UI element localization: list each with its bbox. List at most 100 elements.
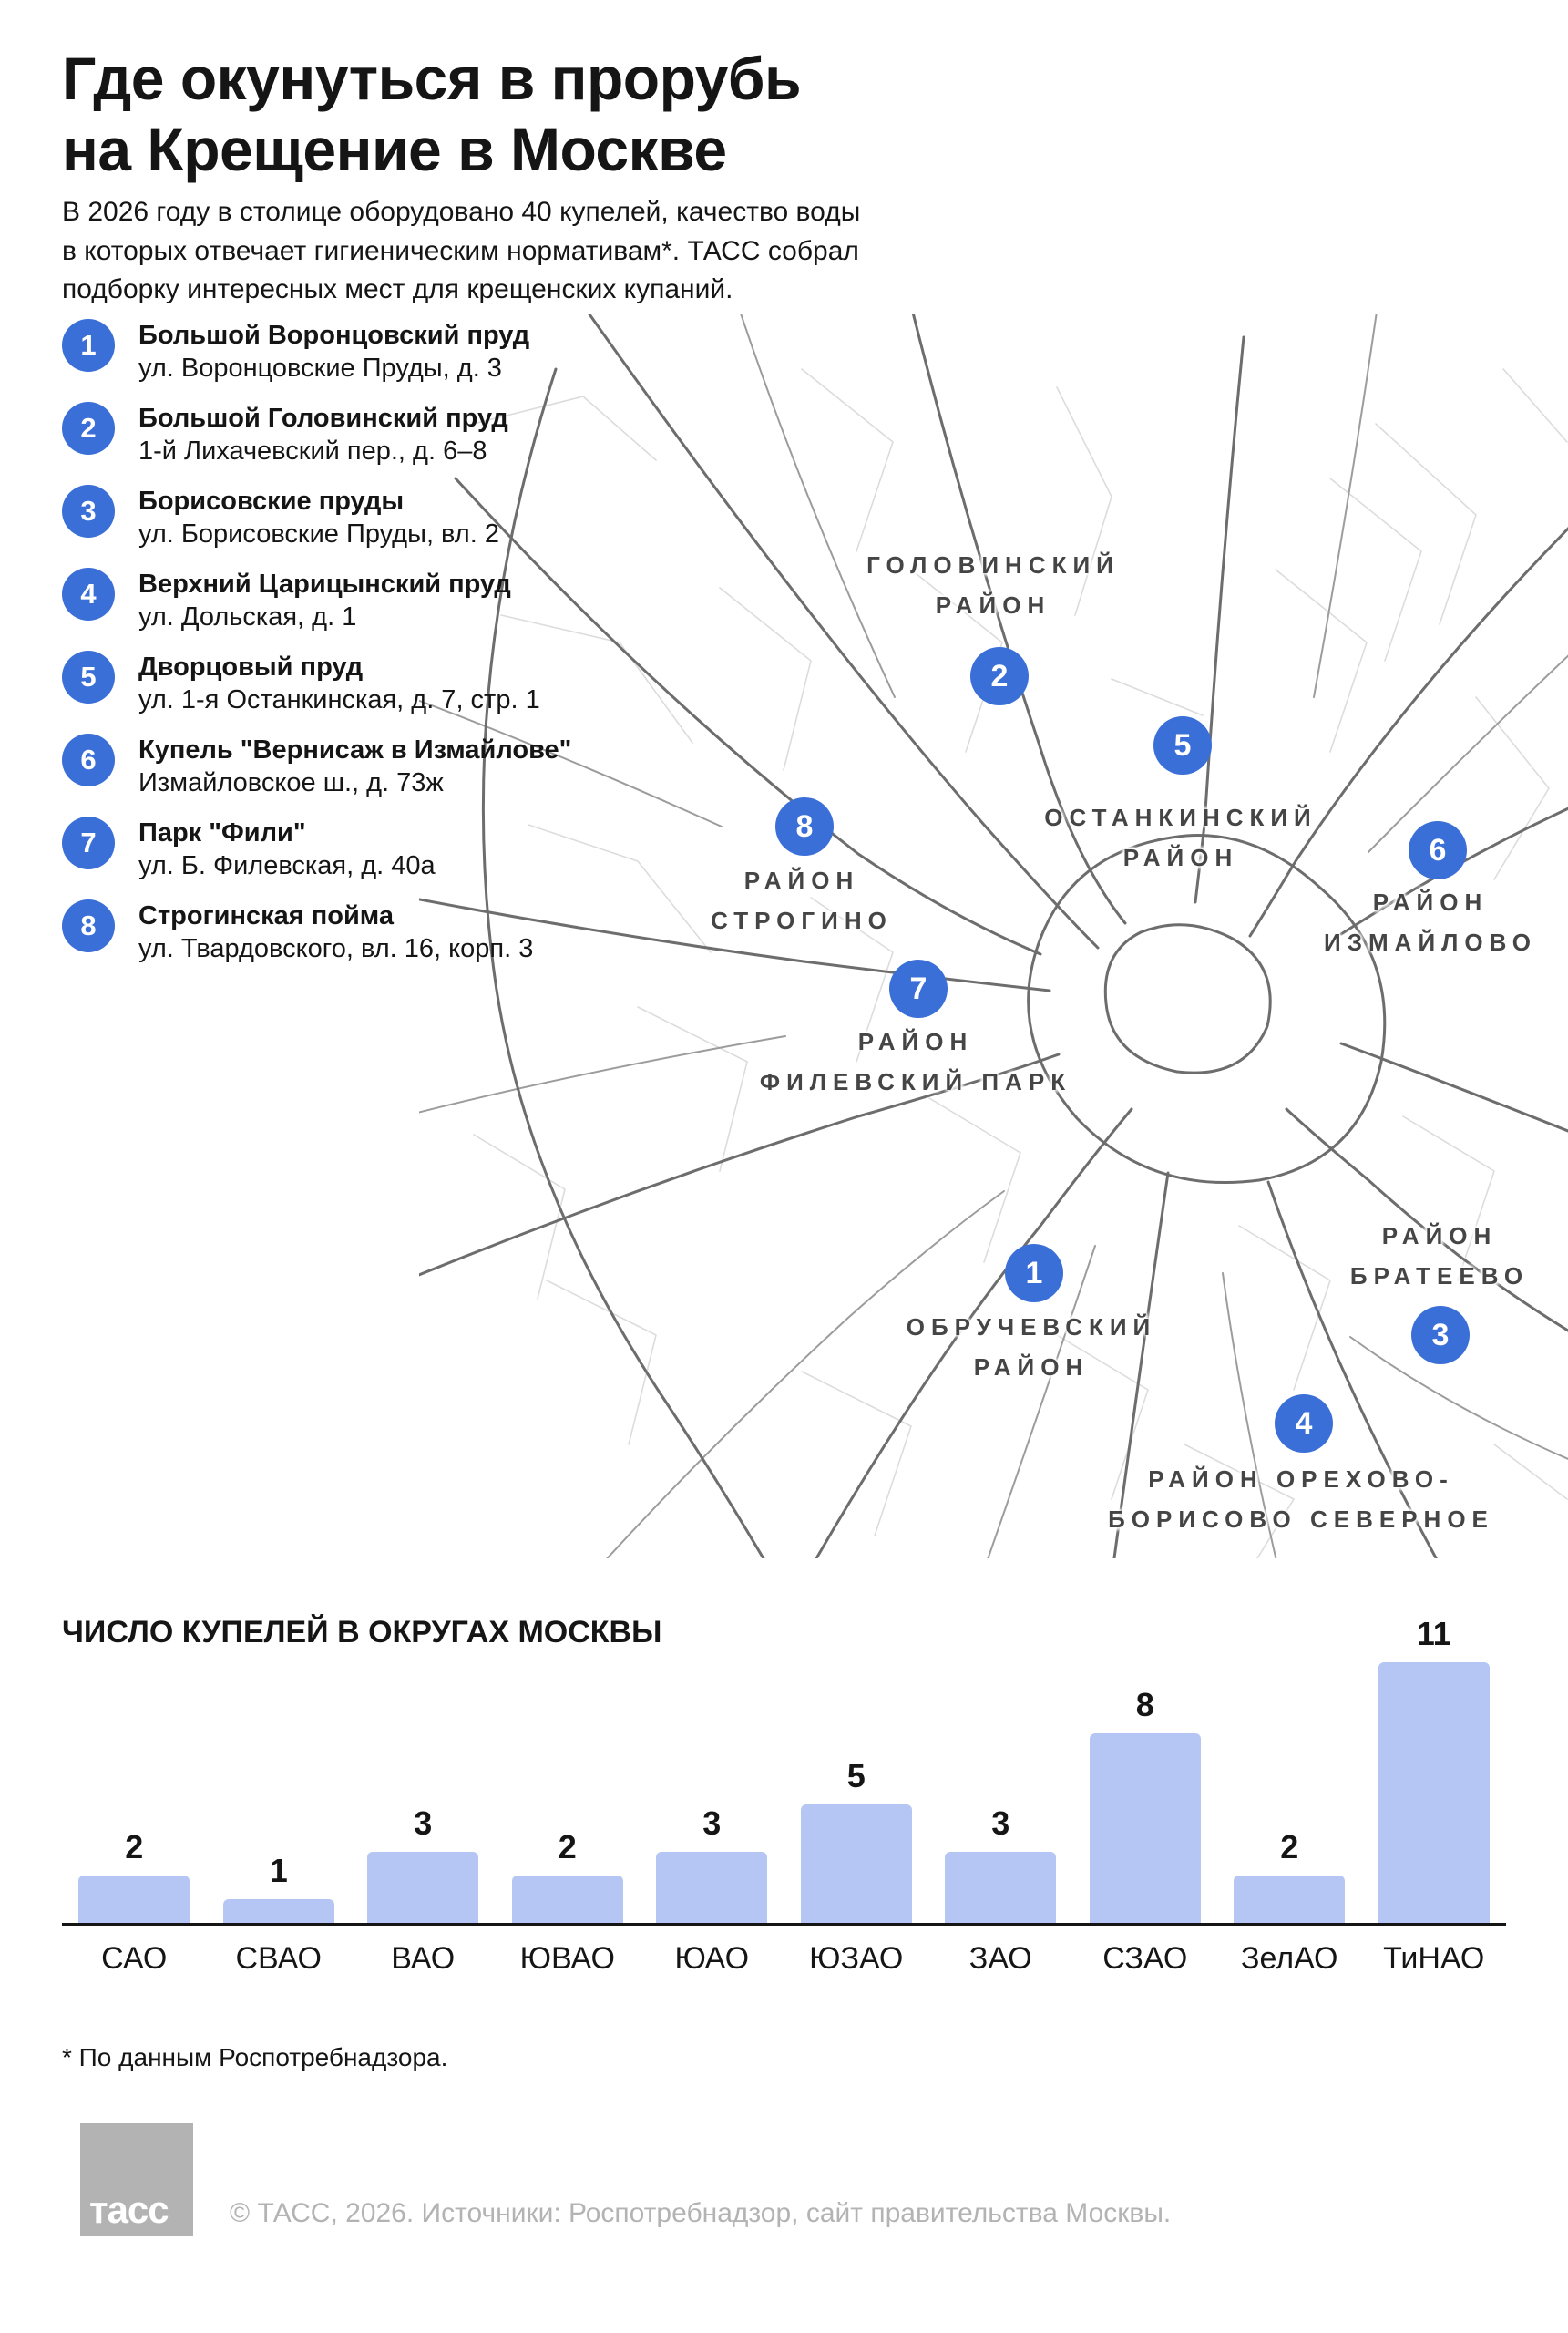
category-label: ЮАО [674,1941,750,1976]
district-label-line: ИЗМАЙЛОВО [1324,929,1537,956]
chart-bar-slot: 3 [351,1804,496,1923]
location-address: ул. Воронцовские Пруды, д. 3 [138,354,502,383]
location-number-badge: 2 [62,402,115,455]
location-name: Строгинская пойма [138,901,395,930]
intro-line-3: подборку интересных мест для крещенских … [62,274,733,305]
bar-value-label: 2 [1280,1828,1299,1865]
district-label: РАЙОН БРАТЕЕВО [1350,1216,1529,1296]
district-label: РАЙОН СТРОГИНО [711,860,893,940]
chart-bar-slot: 1 [207,1852,352,1923]
bar-value-label: 11 [1416,1615,1451,1652]
location-text: Борисовские пруды ул. Борисовские Пруды, … [138,485,499,550]
location-name: Большой Головинский пруд [138,404,508,433]
bar [1234,1876,1346,1923]
district-label-line: БРАТЕЕВО [1349,1262,1530,1290]
district-label: ОСТАНКИНСКИЙ РАЙОН [1044,797,1317,878]
location-number-badge: 6 [62,734,115,786]
location-number-badge: 5 [62,651,115,704]
location-address: ул. Твардовского, вл. 16, корп. 3 [138,934,534,963]
district-label-line: ОСТАНКИНСКИЙ [1044,804,1317,831]
bar [800,1804,912,1923]
category-label: ВАО [391,1941,456,1976]
location-item: 1 Большой Воронцовский пруд ул. Воронцовск… [62,319,536,385]
bar-value-label: 3 [702,1804,722,1842]
location-text: Парк "Фили" ул. Б. Филевская, д. 40а [138,817,436,882]
chart-bar-slot: 11 [1362,1615,1507,1923]
moscow-map: ГОЛОВИНСКИЙ РАЙОН ОСТАНКИНСКИЙ РАЙОН РАЙОН СТ… [419,314,1568,1558]
footnote: * По данным Роспотребнадзора. [62,2043,448,2071]
bar-value-label: 2 [125,1828,144,1865]
chart-bar-slot: 8 [1073,1686,1218,1923]
district-label: ГОЛОВИНСКИЙ РАЙОН [866,545,1120,625]
category-label: ЗелАО [1240,1941,1338,1976]
location-address: ул. 1-я Останкинская, д. 7, стр. 1 [138,685,540,714]
intro-line-1: В 2026 году в столице оборудовано 40 куп… [62,197,861,227]
bar-value-label: 3 [991,1804,1010,1842]
chart-title: ЧИСЛО КУПЕЛЕЙ В ОКРУГАХ МОСКВЫ [62,1615,662,1650]
chart-bar-slot: 2 [496,1828,641,1923]
district-label-line: РАЙОН [935,591,1051,619]
location-name: Купель "Вернисаж в Измайлове" [138,735,572,765]
district-label-line: ОБРУЧЕВСКИЙ [906,1313,1157,1341]
bar-value-label: 2 [558,1828,577,1865]
bar-value-label: 5 [846,1757,866,1794]
intro-paragraph: В 2026 году в столице оборудовано 40 куп… [62,193,860,310]
chart-bar-slot: 2 [1217,1828,1362,1923]
map-roads-graphic [419,314,1568,1558]
district-label: ОБРУЧЕВСКИЙ РАЙОН [907,1307,1157,1387]
map-marker: 7 [889,960,948,1018]
category-label: СВАО [235,1941,322,1976]
tass-logo: тасс [80,2123,193,2236]
district-label-line: БОРИСОВО СЕВЕРНОЕ [1108,1506,1494,1533]
category-label: ЮЗАО [809,1941,904,1976]
page-title-line-2: на Крещение в Москве [62,115,727,183]
map-marker: 4 [1275,1394,1333,1453]
category-label: ТиНАО [1383,1941,1485,1976]
bar-value-label: 3 [414,1804,433,1842]
page-title-line-1: Где окунуться в прорубь [62,45,802,112]
bar [222,1899,334,1923]
category-label: САО [101,1941,168,1976]
location-address: 1-й Лихачевский пер., д. 6–8 [138,437,487,466]
bar [367,1852,479,1923]
location-address: Измайловское ш., д. 73ж [138,768,444,797]
location-address: ул. Б. Филевская, д. 40а [138,851,436,880]
district-label: РАЙОН ИЗМАЙЛОВО [1324,882,1537,962]
chart-bar-slot: 5 [784,1757,929,1923]
location-name: Дворцовый пруд [138,653,364,682]
bar [656,1852,768,1923]
location-text: Большой Воронцовский пруд ул. Воронцовски… [138,319,529,385]
chart-categories: САО СВАО ВАО ЮВАО ЮАО ЮЗАО ЗАО СЗАО ЗелАО ТиНАО [62,1941,1506,1977]
district-label-line: РАЙОН ОРЕХОВО- [1148,1465,1454,1493]
chart-bar-slot: 3 [928,1804,1073,1923]
location-text: Верхний Царицынский пруд ул. Дольская, д.… [138,568,511,633]
location-name: Большой Воронцовский пруд [138,321,530,350]
locations-list: 1 Большой Воронцовский пруд ул. Воронцовск… [62,319,571,982]
location-name: Борисовские пруды [138,487,405,516]
category-label: ЗАО [968,1941,1032,1976]
location-number-badge: 4 [62,568,115,621]
chart-bars: 2 1 3 2 3 5 3 8 2 11 [62,1615,1506,1923]
location-item: 5 Дворцовый пруд ул. 1-я Останкинская, д. … [62,651,540,716]
location-name: Парк "Фили" [138,818,306,848]
location-address: ул. Борисовские Пруды, вл. 2 [138,519,499,549]
map-marker: 6 [1409,821,1467,879]
district-label-line: ФИЛЕВСКИЙ ПАРК [759,1068,1072,1095]
category-label: СЗАО [1102,1941,1188,1976]
location-number-badge: 7 [62,817,115,869]
location-text: Купель "Вернисаж в Измайлове" Измайловско… [138,734,571,799]
district-label-line: РАЙОН [743,867,860,894]
map-marker: 3 [1411,1306,1470,1364]
location-item: 6 Купель "Вернисаж в Измайлове" Измайловск… [62,734,571,799]
bar [511,1876,623,1923]
location-item: 2 Большой Головинский пруд 1-й Лихачевский… [62,402,536,468]
district-label-line: РАЙОН [857,1028,974,1055]
district-label-line: ГОЛОВИНСКИЙ [866,551,1120,579]
bar [945,1852,1057,1923]
map-marker: 2 [970,647,1029,705]
location-address: ул. Дольская, д. 1 [138,602,357,632]
map-marker: 8 [775,797,834,856]
category-label: ЮВАО [519,1941,615,1976]
location-number-badge: 1 [62,319,115,372]
